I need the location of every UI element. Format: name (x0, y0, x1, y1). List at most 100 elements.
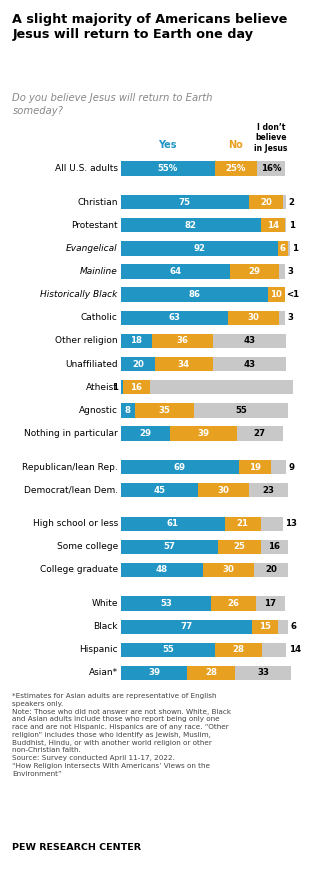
Text: 20: 20 (132, 359, 144, 369)
Bar (170, 426, 237, 440)
Text: Protestant: Protestant (71, 221, 118, 229)
Bar (218, 540, 261, 554)
Text: 63: 63 (169, 313, 181, 323)
Bar (121, 334, 152, 348)
Text: <1: <1 (286, 290, 299, 299)
Bar (152, 334, 213, 348)
Text: 3: 3 (287, 313, 293, 323)
Text: 36: 36 (176, 337, 188, 345)
Text: Other religion: Other religion (55, 337, 118, 345)
Bar (211, 596, 255, 610)
Text: Nothing in particular: Nothing in particular (24, 429, 118, 438)
Text: 1: 1 (292, 244, 298, 253)
Bar (198, 483, 249, 497)
Bar (121, 562, 203, 577)
Text: 43: 43 (244, 359, 256, 369)
Bar (121, 380, 123, 394)
Text: 1: 1 (289, 221, 295, 229)
Bar (121, 218, 261, 233)
Text: 30: 30 (248, 313, 260, 323)
Bar (213, 334, 286, 348)
Text: Evangelical: Evangelical (66, 244, 118, 253)
Text: 10: 10 (270, 290, 282, 299)
Text: 55: 55 (162, 645, 174, 654)
Bar (121, 264, 230, 279)
Bar (254, 562, 288, 577)
Text: Mainline: Mainline (80, 267, 118, 276)
Text: 28: 28 (232, 645, 245, 654)
Text: Hispanic: Hispanic (79, 645, 118, 654)
Text: 77: 77 (180, 623, 193, 631)
Text: 28: 28 (205, 669, 217, 678)
Text: 57: 57 (163, 542, 175, 551)
Text: PEW RESEARCH CENTER: PEW RESEARCH CENTER (12, 843, 141, 852)
Bar (230, 264, 280, 279)
Bar (278, 242, 288, 255)
Text: 30: 30 (217, 486, 229, 494)
Text: 39: 39 (148, 669, 160, 678)
Text: 14: 14 (267, 221, 279, 229)
Text: 23: 23 (262, 486, 274, 494)
Text: 25: 25 (233, 542, 245, 551)
Text: College graduate: College graduate (40, 565, 118, 575)
Text: 39: 39 (197, 429, 210, 438)
Bar (121, 666, 187, 680)
Bar (261, 218, 285, 233)
Text: 82: 82 (185, 221, 197, 229)
Text: 27: 27 (254, 429, 266, 438)
Text: High school or less: High school or less (33, 519, 118, 528)
Text: 6: 6 (290, 623, 296, 631)
Bar (215, 161, 257, 175)
Text: No: No (228, 140, 243, 150)
Text: Asian*: Asian* (89, 669, 118, 678)
Text: 86: 86 (188, 290, 200, 299)
Text: 20: 20 (260, 198, 272, 207)
Text: 21: 21 (237, 519, 249, 528)
Text: All U.S. adults: All U.S. adults (55, 164, 118, 173)
Text: 55%: 55% (158, 164, 178, 173)
Text: 30: 30 (222, 565, 234, 575)
Bar (150, 380, 293, 394)
Text: Yes: Yes (158, 140, 176, 150)
Bar (121, 540, 218, 554)
Bar (121, 195, 249, 209)
Text: 9: 9 (289, 462, 295, 472)
Text: Unaffiliated: Unaffiliated (65, 359, 118, 369)
Text: White: White (91, 599, 118, 608)
Bar (121, 483, 198, 497)
Text: 29: 29 (249, 267, 261, 276)
Text: 69: 69 (174, 462, 186, 472)
Bar (203, 562, 254, 577)
Text: 34: 34 (178, 359, 190, 369)
Bar (194, 403, 288, 418)
Bar (225, 516, 261, 531)
Bar (121, 426, 170, 440)
Text: 61: 61 (167, 519, 179, 528)
Bar (262, 643, 286, 657)
Text: 33: 33 (257, 669, 269, 678)
Bar (123, 380, 150, 394)
Text: 43: 43 (244, 337, 256, 345)
Bar (228, 310, 280, 325)
Text: 16: 16 (130, 383, 142, 392)
Text: 75: 75 (179, 198, 191, 207)
Text: Do you believe Jesus will return to Earth
someday?: Do you believe Jesus will return to Eart… (12, 93, 213, 116)
Bar (135, 403, 194, 418)
Text: Historically Black: Historically Black (40, 290, 118, 299)
Bar (271, 460, 286, 474)
Text: Some college: Some college (56, 542, 118, 551)
Text: Christian: Christian (77, 198, 118, 207)
Bar (121, 357, 155, 371)
Text: A slight majority of Americans believe
Jesus will return to Earth one day: A slight majority of Americans believe J… (12, 13, 288, 41)
Text: 16: 16 (268, 542, 280, 551)
Bar (121, 596, 211, 610)
Bar (280, 310, 285, 325)
Text: 35: 35 (158, 405, 170, 415)
Bar (285, 218, 286, 233)
Text: 92: 92 (193, 244, 205, 253)
Text: 25%: 25% (226, 164, 246, 173)
Bar (268, 288, 285, 302)
Text: 45: 45 (153, 486, 165, 494)
Bar (187, 666, 235, 680)
Bar (235, 666, 291, 680)
